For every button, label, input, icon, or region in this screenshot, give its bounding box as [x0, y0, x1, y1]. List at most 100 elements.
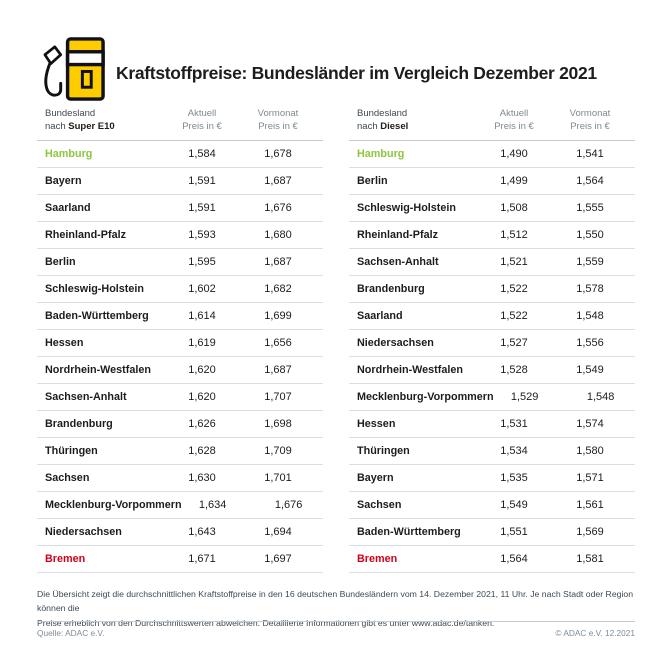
state-name: Nordrhein-Westfalen	[45, 363, 151, 376]
table-row: Saarland 1,591 1,676	[37, 195, 323, 222]
column-header-vormonat: Vormonat Preis in €	[569, 108, 611, 132]
table-row: Bayern 1,591 1,687	[37, 168, 323, 195]
header-bundesland-label: Bundesland	[45, 108, 96, 119]
table-header: Bundesland nach Diesel Aktuell Preis in …	[349, 108, 635, 141]
state-name: Mecklenburg-Vorpommern	[357, 390, 494, 403]
column-header-bundesland: Bundesland nach Super E10	[37, 108, 171, 134]
current-price: 1,593	[188, 228, 216, 241]
state-name: Schleswig-Holstein	[357, 201, 456, 214]
state-name: Niedersachsen	[357, 336, 434, 349]
fuel-pump-icon	[43, 37, 105, 101]
table-row: Hamburg 1,490 1,541	[349, 141, 635, 168]
diesel-table: Bundesland nach Diesel Aktuell Preis in …	[349, 108, 635, 573]
table-row: Sachsen-Anhalt 1,521 1,559	[349, 249, 635, 276]
previous-price: 1,678	[264, 147, 292, 160]
tables-container: Bundesland nach Super E10 Aktuell Preis …	[37, 108, 635, 573]
previous-price: 1,580	[576, 444, 604, 457]
header: Kraftstoffpreise: Bundesländer im Vergle…	[40, 36, 638, 103]
state-name: Brandenburg	[45, 417, 113, 430]
current-price: 1,529	[510, 390, 539, 403]
current-price: 1,626	[188, 417, 216, 430]
state-name: Thüringen	[357, 444, 410, 457]
previous-price: 1,559	[576, 255, 604, 268]
previous-price: 1,656	[264, 336, 292, 349]
previous-price: 1,707	[264, 390, 292, 403]
state-name: Niedersachsen	[45, 525, 122, 538]
current-price: 1,522	[500, 282, 528, 295]
current-price: 1,534	[500, 444, 528, 457]
table-row: Berlin 1,595 1,687	[37, 249, 323, 276]
table-row: Schleswig-Holstein 1,508 1,555	[349, 195, 635, 222]
table-row: Hessen 1,531 1,574	[349, 411, 635, 438]
current-price: 1,602	[188, 282, 216, 295]
state-name: Saarland	[357, 309, 403, 322]
state-name: Mecklenburg-Vorpommern	[45, 498, 182, 511]
header-nach-label: nach	[45, 120, 69, 132]
state-name: Rheinland-Pfalz	[357, 228, 438, 241]
current-price: 1,521	[500, 255, 528, 268]
state-name: Sachsen	[45, 471, 90, 484]
previous-price: 1,687	[264, 255, 292, 268]
previous-price: 1,687	[264, 363, 292, 376]
table-row: Bayern 1,535 1,571	[349, 465, 635, 492]
current-price: 1,522	[500, 309, 528, 322]
header-fuel-label: Super E10	[68, 120, 115, 132]
table-row: Bremen 1,564 1,581	[349, 546, 635, 573]
table-row: Sachsen 1,630 1,701	[37, 465, 323, 492]
current-price: 1,620	[188, 390, 216, 403]
column-header-vormonat: Vormonat Preis in €	[257, 108, 299, 132]
state-name: Bremen	[357, 552, 398, 565]
footnote-line2: Preise erheblich von den Durchschnittswe…	[37, 617, 495, 628]
current-price: 1,595	[188, 255, 216, 268]
previous-price: 1,550	[576, 228, 604, 241]
table-row: Hessen 1,619 1,656	[37, 330, 323, 357]
table-row: Brandenburg 1,522 1,578	[349, 276, 635, 303]
state-name: Berlin	[45, 255, 76, 268]
state-name: Sachsen-Anhalt	[357, 255, 439, 268]
previous-price: 1,699	[264, 309, 292, 322]
state-name: Hessen	[45, 336, 84, 349]
table-row: Niedersachsen 1,643 1,694	[37, 519, 323, 546]
table-body: Hamburg 1,490 1,541 Berlin 1,499 1,564 Schlesw…	[349, 141, 635, 573]
previous-price: 1,581	[576, 552, 604, 565]
column-header-aktuell: Aktuell Preis in €	[494, 108, 534, 132]
table-row: Baden-Württemberg 1,614 1,699	[37, 303, 323, 330]
current-price: 1,630	[188, 471, 216, 484]
current-price: 1,591	[188, 201, 216, 214]
table-row: Brandenburg 1,626 1,698	[37, 411, 323, 438]
state-name: Baden-Württemberg	[45, 309, 149, 322]
previous-price: 1,697	[264, 552, 292, 565]
table-row: Schleswig-Holstein 1,602 1,682	[37, 276, 323, 303]
previous-price: 1,709	[264, 444, 292, 457]
previous-price: 1,687	[264, 174, 292, 187]
previous-price: 1,676	[274, 498, 303, 511]
previous-price: 1,561	[576, 498, 604, 511]
previous-price: 1,694	[264, 525, 292, 538]
state-name: Baden-Württemberg	[357, 525, 461, 538]
state-name: Bremen	[45, 552, 86, 565]
state-name: Saarland	[45, 201, 91, 214]
state-name: Berlin	[357, 174, 388, 187]
previous-price: 1,548	[576, 309, 604, 322]
table-row: Saarland 1,522 1,548	[349, 303, 635, 330]
state-name: Nordrhein-Westfalen	[357, 363, 463, 376]
current-price: 1,535	[500, 471, 528, 484]
current-price: 1,619	[188, 336, 216, 349]
state-name: Schleswig-Holstein	[45, 282, 144, 295]
table-row: Mecklenburg-Vorpommern 1,634 1,676	[37, 492, 323, 519]
current-price: 1,564	[500, 552, 528, 565]
current-price: 1,531	[500, 417, 528, 430]
state-name: Sachsen-Anhalt	[45, 390, 127, 403]
table-header: Bundesland nach Super E10 Aktuell Preis …	[37, 108, 323, 141]
table-body: Hamburg 1,584 1,678 Bayern 1,591 1,687 Saarlan…	[37, 141, 323, 573]
table-row: Nordrhein-Westfalen 1,620 1,687	[37, 357, 323, 384]
current-price: 1,671	[188, 552, 216, 565]
current-price: 1,584	[188, 147, 216, 160]
current-price: 1,499	[500, 174, 528, 187]
current-price: 1,634	[198, 498, 227, 511]
previous-price: 1,541	[576, 147, 604, 160]
state-name: Rheinland-Pfalz	[45, 228, 126, 241]
previous-price: 1,569	[576, 525, 604, 538]
column-header-aktuell: Aktuell Preis in €	[182, 108, 222, 132]
